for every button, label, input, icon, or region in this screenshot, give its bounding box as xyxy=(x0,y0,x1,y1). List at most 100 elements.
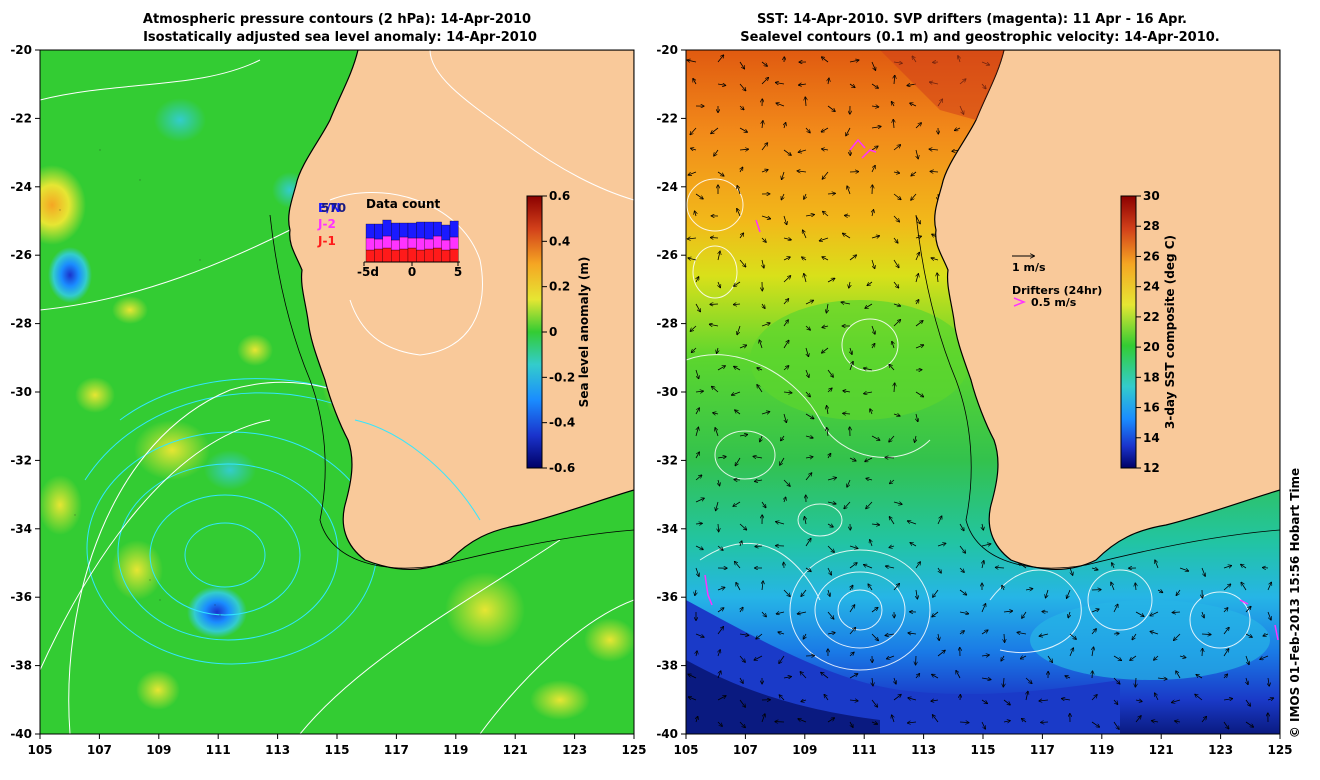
velocity-arrow xyxy=(871,608,878,613)
velocity-arrow xyxy=(693,79,696,85)
velocity-arrow xyxy=(893,584,899,591)
velocity-arrow xyxy=(915,391,923,397)
velocity-arrow xyxy=(1067,589,1071,598)
velocity-arrow xyxy=(981,604,986,613)
velocity-arrow xyxy=(1157,678,1167,679)
right_map-colorbar-tick: 14 xyxy=(1143,431,1160,445)
left-lon-tick-label: 115 xyxy=(324,743,349,757)
velocity-arrow xyxy=(761,412,770,414)
velocity-arrow xyxy=(695,589,696,595)
velocity-arrow xyxy=(887,655,895,659)
velocity-arrow xyxy=(1154,655,1159,660)
velocity-arrow xyxy=(1267,611,1271,620)
right-land-australia xyxy=(934,50,1280,570)
velocity-arrow xyxy=(805,567,811,571)
velocity-arrow xyxy=(690,325,697,331)
velocity-arrow xyxy=(893,502,902,504)
velocity-arrow xyxy=(871,435,880,440)
velocity-arrow xyxy=(739,105,744,110)
velocity-arrow xyxy=(865,457,873,461)
velocity-arrow xyxy=(1202,649,1203,657)
right-map-panel xyxy=(686,50,1280,734)
velocity-arrow xyxy=(805,300,813,305)
velocity-arrow xyxy=(784,413,786,422)
velocity-arrow xyxy=(959,589,966,595)
velocity-arrow xyxy=(695,475,702,481)
right-lon-tick-label: 111 xyxy=(852,743,877,757)
left-colorbar-ticks: 0.6 0.4 0.2 0 -0.2 -0.4 -0.6 xyxy=(542,189,575,475)
velocity-arrow xyxy=(1172,699,1181,703)
velocity-arrow xyxy=(805,436,813,438)
left_map-colorbar-tick: -0.6 xyxy=(549,461,575,475)
velocity-arrow xyxy=(910,543,917,547)
velocity-arrow xyxy=(778,632,785,634)
velocity-arrow xyxy=(871,126,881,128)
velocity-arrow xyxy=(776,82,785,84)
velocity-arrow xyxy=(1132,633,1137,640)
right-cold-water xyxy=(686,600,1120,734)
right_map-colorbar-tick: 28 xyxy=(1143,219,1160,233)
velocity-arrow xyxy=(850,586,853,591)
velocity-arrow xyxy=(1179,567,1188,571)
velocity-arrow xyxy=(761,78,768,85)
velocity-arrow xyxy=(930,171,939,172)
velocity-arrow xyxy=(872,677,873,686)
velocity-arrow xyxy=(1245,721,1253,727)
velocity-arrow xyxy=(784,123,786,129)
velocity-arrow xyxy=(849,281,850,288)
velocity-arrow xyxy=(864,368,873,370)
velocity-arrow xyxy=(717,671,721,679)
velocity-arrow xyxy=(864,565,873,569)
data-count-bar-j2 xyxy=(365,237,375,251)
left-lat-tick-label: -32 xyxy=(10,453,32,467)
data-count-bar-j2 xyxy=(399,236,409,250)
velocity-arrow xyxy=(1091,629,1096,635)
velocity-arrow xyxy=(690,127,697,135)
velocity-arrow xyxy=(827,428,828,437)
right-colorbar: 30 28 26 24 22 20 18 16 14 12 3-day SST composite… xyxy=(1120,189,1177,475)
data-count-xtick-pos: 5 xyxy=(454,265,462,279)
data-count-bar-en xyxy=(449,220,459,238)
velocity-arrow xyxy=(735,457,741,466)
velocity-arrow xyxy=(931,258,939,260)
data-count-bar-j1 xyxy=(365,249,375,263)
velocity-arrow xyxy=(1112,563,1114,569)
velocity-arrow xyxy=(762,121,763,129)
velocity-arrow xyxy=(959,722,969,723)
velocity-arrow xyxy=(893,237,898,243)
velocity-arrow xyxy=(916,149,918,159)
velocity-arrow xyxy=(849,652,854,657)
data-count-bar-j1 xyxy=(441,249,451,263)
velocity-arrow xyxy=(716,501,718,511)
velocity-arrow xyxy=(847,186,851,195)
velocity-arrow xyxy=(717,84,726,85)
velocity-arrow xyxy=(717,721,722,726)
data-count-bar-j1 xyxy=(391,249,400,263)
velocity-arrow xyxy=(843,413,851,414)
velocity-arrow xyxy=(805,97,806,107)
velocity-arrow xyxy=(1002,585,1004,591)
velocity-arrow xyxy=(908,698,917,700)
velocity-arrow xyxy=(739,259,746,267)
velocity-arrow xyxy=(916,274,918,283)
velocity-arrow xyxy=(889,365,895,371)
velocity-arrow xyxy=(871,83,878,88)
right_map-colorbar-tick: 30 xyxy=(1143,189,1160,203)
left-lat-tick-label: -24 xyxy=(10,180,32,194)
drifters-legend-title: Drifters (24hr) xyxy=(1012,284,1102,297)
right-cold-water-deep xyxy=(686,660,880,734)
velocity-arrow xyxy=(1113,699,1118,704)
right-warm-water-north xyxy=(880,50,1004,120)
velocity-arrow xyxy=(695,193,703,199)
velocity-arrow xyxy=(827,388,832,393)
velocity-arrow xyxy=(849,674,858,679)
right-lat-axis: -20 -22 -24 -26 -28 -30 -32 -34 -36 -38 -40 xyxy=(656,43,686,741)
velocity-arrow xyxy=(783,589,790,596)
velocity-arrow xyxy=(1022,611,1027,618)
velocity-arrow xyxy=(1155,693,1159,701)
velocity-arrow xyxy=(762,581,763,591)
velocity-arrow xyxy=(739,655,745,662)
velocity-arrow xyxy=(695,567,699,576)
velocity-arrow xyxy=(981,544,991,546)
